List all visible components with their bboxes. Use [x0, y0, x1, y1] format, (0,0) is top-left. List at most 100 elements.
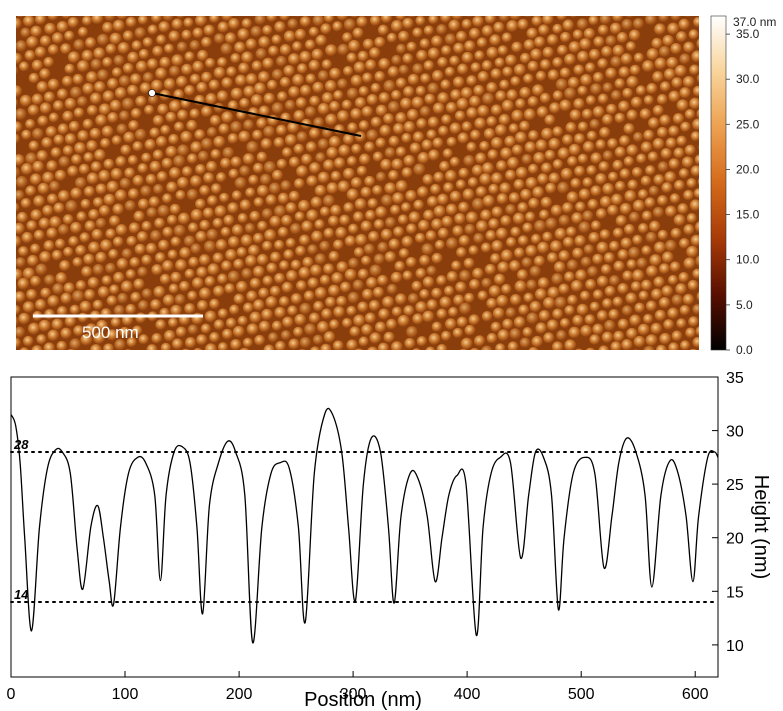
- nanoparticle-grain: [641, 245, 652, 256]
- nanoparticle-grain: [499, 79, 510, 90]
- nanoparticle-grain: [169, 203, 181, 215]
- nanoparticle-grain: [27, 322, 41, 335]
- nanoparticle-grain: [477, 290, 488, 301]
- nanoparticle-grain: [580, 73, 593, 87]
- nanoparticle-grain: [412, 131, 425, 143]
- nanoparticle-grain: [173, 155, 186, 168]
- nanoparticle-grain: [342, 351, 352, 361]
- nanoparticle-grain: [34, 16, 47, 25]
- nanoparticle-grain: [283, 249, 295, 260]
- nanoparticle-grain: [294, 211, 305, 222]
- nanoparticle-grain: [696, 291, 699, 302]
- nanoparticle-grain: [596, 241, 609, 254]
- nanoparticle-grain: [617, 283, 629, 295]
- nanoparticle-grain: [165, 145, 178, 158]
- nanoparticle-grain: [53, 351, 65, 363]
- nanoparticle-grain: [432, 137, 444, 149]
- nanoparticle-grain: [25, 118, 36, 130]
- nanoparticle-grain: [522, 222, 533, 234]
- nanoparticle-grain: [692, 304, 699, 315]
- nanoparticle-grain: [387, 66, 400, 78]
- nanoparticle-grain: [153, 285, 166, 298]
- nanoparticle-grain: [426, 299, 438, 311]
- nanoparticle-grain: [331, 272, 344, 285]
- nanoparticle-grain: [23, 16, 35, 27]
- nanoparticle-grain: [390, 341, 403, 350]
- nanoparticle-grain: [316, 321, 330, 334]
- nanoparticle-grain: [369, 47, 381, 59]
- nanoparticle-grain: [209, 298, 220, 310]
- nanoparticle-grain: [622, 270, 634, 282]
- nanoparticle-grain: [495, 343, 506, 350]
- nanoparticle-grain: [83, 152, 94, 163]
- nanoparticle-grain: [408, 16, 417, 18]
- nanoparticle-grain: [250, 94, 263, 107]
- nanoparticle-grain: [135, 312, 147, 324]
- nanoparticle-grain: [522, 327, 533, 338]
- nanoparticle-grain: [600, 264, 612, 275]
- nanoparticle-grain: [595, 173, 607, 185]
- nanoparticle-grain: [444, 66, 456, 78]
- nanoparticle-grain: [324, 80, 337, 92]
- nanoparticle-grain: [310, 196, 323, 209]
- nanoparticle-grain: [209, 16, 220, 24]
- nanoparticle-grain: [426, 195, 439, 208]
- nanoparticle-grain: [238, 62, 250, 74]
- nanoparticle-grain: [273, 239, 285, 251]
- nanoparticle-grain: [491, 206, 503, 218]
- nanoparticle-grain: [457, 63, 469, 75]
- nanoparticle-grain: [251, 60, 263, 72]
- nanoparticle-grain: [397, 314, 410, 327]
- nanoparticle-grain: [602, 183, 615, 195]
- nanoparticle-grain: [460, 337, 473, 350]
- nanoparticle-grain: [16, 133, 20, 145]
- nanoparticle-grain: [394, 260, 406, 272]
- nanoparticle-grain: [649, 254, 662, 267]
- nanoparticle-grain: [16, 85, 23, 98]
- nanoparticle-grain: [486, 46, 499, 59]
- nanoparticle-grain: [30, 25, 42, 38]
- nanoparticle-grain: [336, 16, 349, 21]
- nanoparticle-grain: [220, 226, 231, 238]
- nanoparticle-grain: [553, 261, 566, 273]
- nanoparticle-grain: [515, 166, 528, 179]
- nanoparticle-grain: [240, 234, 253, 247]
- nanoparticle-grain: [400, 202, 412, 213]
- nanoparticle-grain: [295, 280, 307, 292]
- nanoparticle-grain: [16, 166, 21, 179]
- nanoparticle-grain: [518, 304, 530, 316]
- nanoparticle-grain: [519, 337, 531, 349]
- nanoparticle-grain: [49, 180, 61, 192]
- nanoparticle-grain: [679, 53, 691, 65]
- nanoparticle-grain: [330, 204, 342, 217]
- nanoparticle-grain: [696, 74, 699, 83]
- nanoparticle-grain: [566, 259, 579, 271]
- nanoparticle-grain: [612, 159, 624, 171]
- nanoparticle-grain: [129, 257, 141, 268]
- nanoparticle-grain: [670, 42, 682, 55]
- nanoparticle-grain: [116, 123, 128, 135]
- nanoparticle-grain: [365, 209, 376, 221]
- nanoparticle-grain: [463, 257, 475, 269]
- nanoparticle-grain: [588, 232, 600, 244]
- nanoparticle-grain: [225, 317, 237, 329]
- nanoparticle-grain: [481, 311, 493, 322]
- nanoparticle-grain: [146, 207, 158, 219]
- nanoparticle-grain: [618, 100, 630, 113]
- nanoparticle-grain: [465, 16, 473, 18]
- nanoparticle-grain: [115, 224, 128, 236]
- nanoparticle-grain: [352, 211, 364, 223]
- nanoparticle-grain: [73, 39, 85, 51]
- nanoparticle-grain: [390, 204, 401, 216]
- nanoparticle-grain: [508, 123, 519, 134]
- nanoparticle-grain: [390, 271, 403, 284]
- nanoparticle-grain: [146, 344, 158, 350]
- nanoparticle-grain: [364, 312, 377, 324]
- nanoparticle-grain: [54, 238, 66, 250]
- nanoparticle-grain: [67, 165, 79, 177]
- nanoparticle-grain: [398, 30, 410, 43]
- nanoparticle-grain: [92, 197, 104, 208]
- nanoparticle-grain: [671, 294, 683, 306]
- nanoparticle-grain: [173, 224, 186, 237]
- nanoparticle-grain: [293, 109, 305, 122]
